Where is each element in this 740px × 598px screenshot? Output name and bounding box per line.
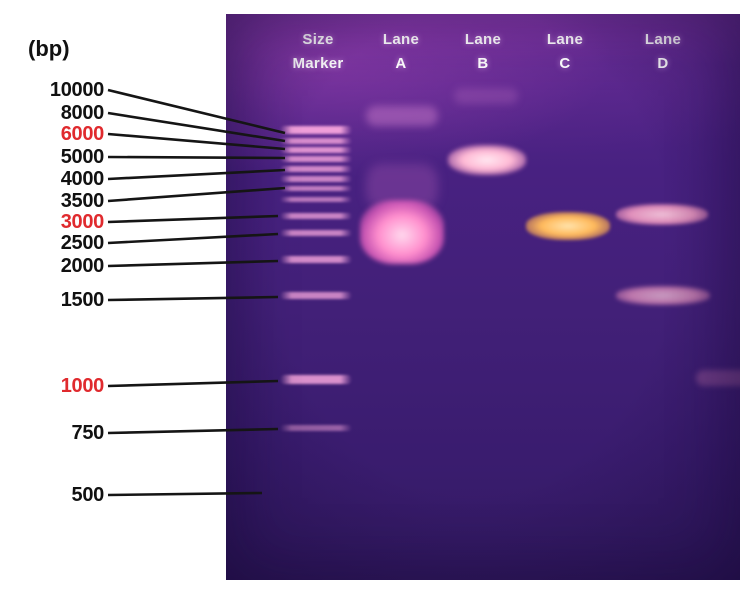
lane-header-text: C	[559, 55, 571, 72]
lane-header-text: Lane	[644, 31, 682, 48]
size-marker-label-1000: 1000	[60, 375, 105, 397]
size-marker-label-6000: 6000	[60, 123, 105, 145]
lane-d-upper-band	[616, 204, 708, 225]
marker-band	[280, 425, 352, 431]
lane-header-lane-b: Lane B	[453, 28, 513, 76]
gel-image: Size Marker Lane A Lane B Lane C Lane D	[226, 14, 740, 580]
lane-header-text: Marker	[292, 55, 344, 72]
lane-header-size-marker: Size Marker	[276, 28, 360, 76]
lane-header-lane-d: Lane D	[633, 28, 693, 76]
marker-band	[280, 147, 352, 153]
size-marker-label-500: 500	[71, 484, 105, 506]
lane-b-band	[448, 145, 526, 175]
lane-header-text: Lane	[382, 31, 420, 48]
marker-band	[280, 292, 352, 299]
size-marker-label-10000: 10000	[49, 79, 104, 101]
marker-band	[280, 166, 352, 172]
size-marker-label-4000: 4000	[60, 168, 105, 190]
size-marker-label-750: 750	[71, 422, 105, 444]
marker-band	[280, 375, 352, 384]
size-marker-label-2000: 2000	[60, 255, 105, 277]
marker-band	[280, 197, 352, 202]
lane-header-text: Lane	[464, 31, 502, 48]
lane-header-text: Lane	[546, 31, 584, 48]
lane-b-faint-upper-band	[454, 88, 518, 104]
size-marker-label-5000: 5000	[60, 146, 105, 168]
marker-band	[280, 156, 352, 162]
lane-header-text: A	[395, 55, 407, 72]
lane-header-text: D	[657, 55, 669, 72]
lane-d-lower-band	[616, 286, 710, 305]
lane-a-main-band	[360, 200, 444, 264]
marker-band	[280, 126, 352, 134]
lane-header-lane-c: Lane C	[535, 28, 595, 76]
size-marker-label-3000: 3000	[60, 211, 105, 233]
size-marker-label-3500: 3500	[60, 190, 105, 212]
marker-band	[280, 230, 352, 236]
lane-header-lane-a: Lane A	[371, 28, 431, 76]
marker-band	[280, 213, 352, 219]
marker-band	[280, 176, 352, 182]
lane-d-faint-band	[696, 370, 740, 386]
size-marker-label-1500: 1500	[60, 289, 105, 311]
marker-band	[280, 186, 352, 191]
lane-c-band	[526, 212, 610, 240]
size-marker-label-2500: 2500	[60, 232, 105, 254]
lane-header-text: B	[477, 55, 489, 72]
marker-band	[280, 138, 352, 144]
bp-axis-label: (bp)	[28, 36, 70, 61]
lane-header-text: Size	[302, 31, 334, 48]
size-marker-label-8000: 8000	[60, 102, 105, 124]
marker-band	[280, 256, 352, 263]
lane-a-faint-upper-band	[366, 106, 438, 126]
